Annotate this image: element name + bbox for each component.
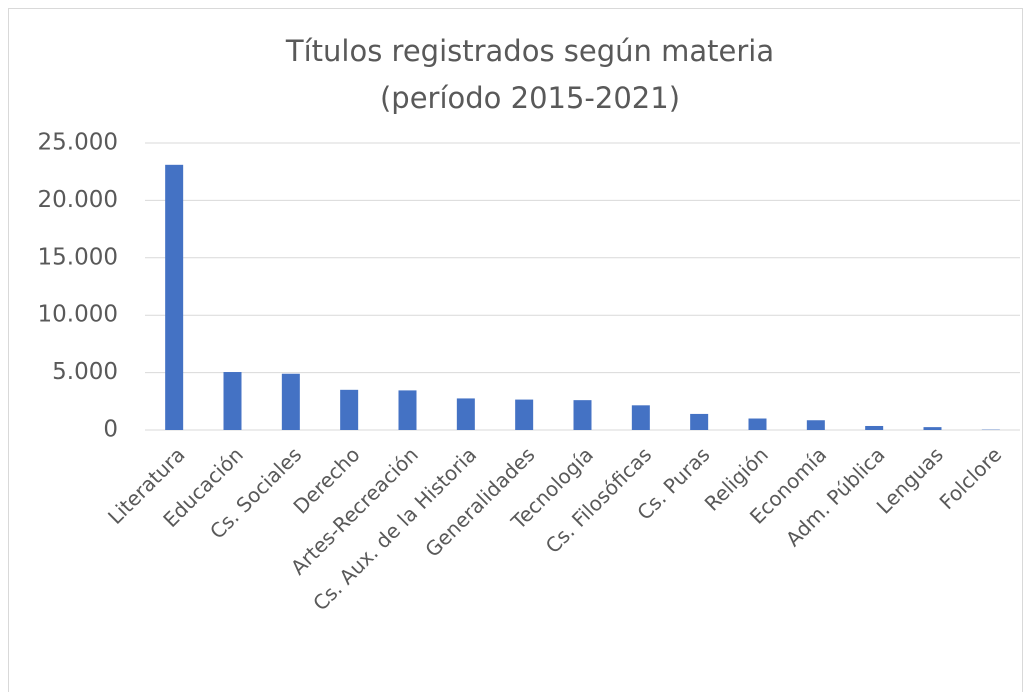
y-tick-label: 20.000 <box>38 187 118 213</box>
bar <box>631 405 650 430</box>
bar <box>398 390 417 430</box>
bar <box>515 399 534 430</box>
bar <box>281 373 300 430</box>
bar <box>690 413 709 430</box>
y-tick-label: 25.000 <box>38 130 118 156</box>
y-tick-label: 15.000 <box>38 244 118 270</box>
chart-subtitle: (período 2015-2021) <box>380 81 680 115</box>
bar <box>456 398 475 430</box>
bar <box>748 418 767 430</box>
bar <box>165 164 184 430</box>
bar <box>806 420 825 430</box>
chart-title: Títulos registrados según materia <box>285 34 774 68</box>
y-tick-label: 0 <box>103 417 118 443</box>
bar <box>865 425 884 430</box>
bar <box>923 427 942 430</box>
y-tick-label: 5.000 <box>52 359 118 385</box>
bar <box>340 389 359 430</box>
bar <box>573 400 592 430</box>
bar <box>223 372 242 430</box>
y-tick-label: 10.000 <box>38 302 118 328</box>
